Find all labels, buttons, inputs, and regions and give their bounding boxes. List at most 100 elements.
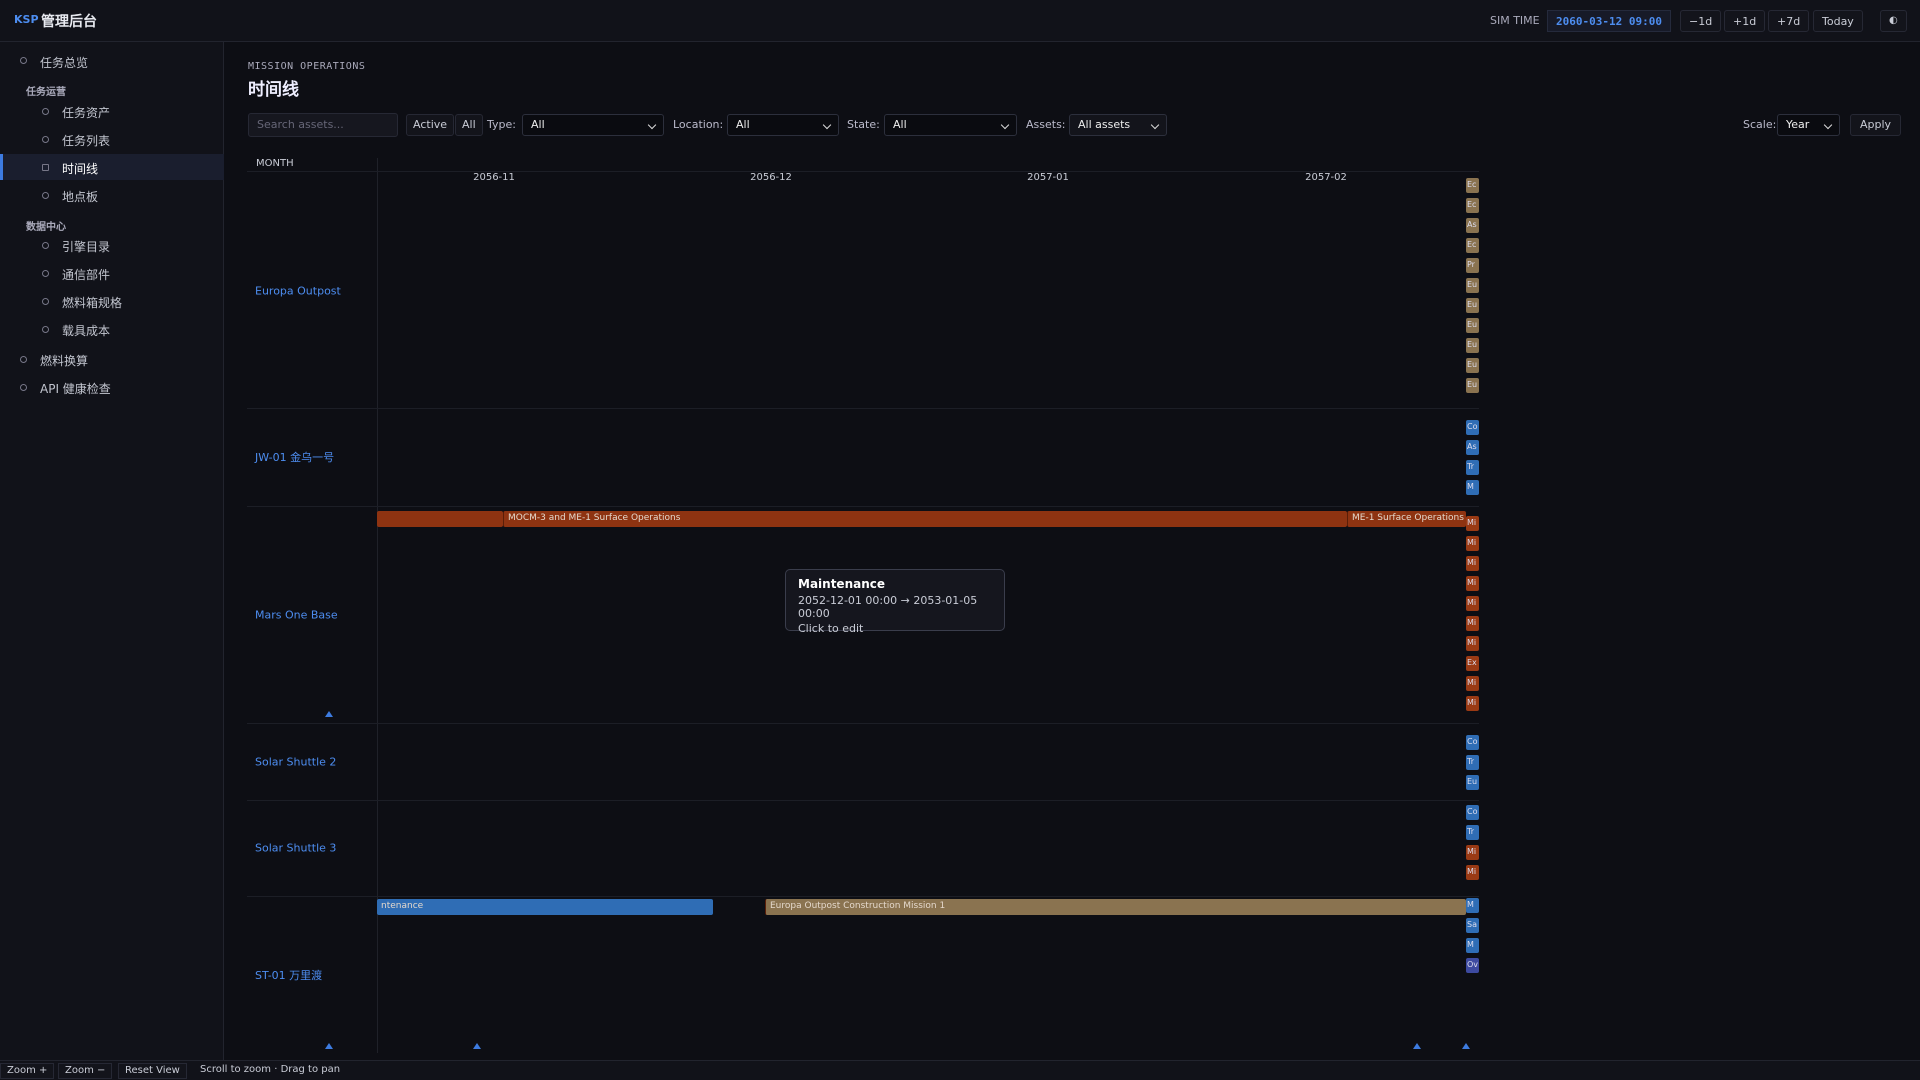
event-chip[interactable]: Eu: [1466, 378, 1479, 393]
event-chip[interactable]: Mi: [1466, 696, 1479, 711]
filter-label: State:: [847, 118, 880, 131]
timeline-bar[interactable]: ntenance: [377, 899, 713, 915]
button[interactable]: +7d: [1768, 10, 1810, 32]
nav-item-active[interactable]: 时间线: [62, 162, 99, 176]
nav-item[interactable]: 载具成本: [62, 324, 111, 338]
marker: [325, 1043, 333, 1049]
row-label[interactable]: Solar Shuttle 2: [255, 755, 337, 768]
event-chip[interactable]: Ec: [1466, 198, 1479, 213]
event-chip[interactable]: M: [1466, 938, 1479, 953]
tooltip-range: 2052-12-01 00:00 → 2053-01-05 00:00: [798, 594, 978, 620]
event-chip[interactable]: Mi: [1466, 596, 1479, 611]
row-divider: [247, 800, 1479, 801]
event-chip[interactable]: Mi: [1466, 616, 1479, 631]
nav-item[interactable]: 地点板: [62, 190, 99, 204]
nav-item[interactable]: 任务总览: [40, 56, 89, 70]
button[interactable]: Reset View: [118, 1063, 187, 1079]
button[interactable]: −1d: [1680, 10, 1722, 32]
nav-item[interactable]: 燃料箱规格: [62, 296, 123, 310]
event-chip[interactable]: Ex: [1466, 656, 1479, 671]
hint: Scroll to zoom · Drag to pan: [200, 1064, 341, 1075]
row-label[interactable]: ST-01 万里渡: [255, 968, 323, 982]
event-chip[interactable]: Eu: [1466, 278, 1479, 293]
month-label: 2057-01: [1027, 172, 1069, 183]
row-divider: [247, 408, 1479, 409]
app-title: 管理后台: [41, 14, 97, 30]
event-chip[interactable]: Mi: [1466, 556, 1479, 571]
timeline-bar[interactable]: ME-1 Surface Operations: [1347, 511, 1466, 527]
event-chip[interactable]: As: [1466, 440, 1479, 455]
nav-item[interactable]: 引擎目录: [62, 240, 111, 254]
event-chip[interactable]: Eu: [1466, 358, 1479, 373]
event-chip[interactable]: Mi: [1466, 845, 1479, 860]
location-select[interactable]: All: [727, 114, 839, 136]
event-chip[interactable]: Ov: [1466, 958, 1479, 973]
nav-section[interactable]: 任务运营: [26, 87, 66, 98]
nav-section[interactable]: 数据中心: [26, 222, 66, 233]
event-chip[interactable]: Eu: [1466, 775, 1479, 790]
timeline-bar[interactable]: MOCM-3 and ME-1 Surface Operations: [503, 511, 1347, 527]
event-chip[interactable]: Ec: [1466, 178, 1479, 193]
button[interactable]: +1d: [1724, 10, 1766, 32]
event-chip[interactable]: Eu: [1466, 338, 1479, 353]
state-select[interactable]: All: [884, 114, 1017, 136]
theme-toggle[interactable]: ◐: [1880, 10, 1907, 32]
event-chip[interactable]: As: [1466, 218, 1479, 233]
search-input[interactable]: Search assets...: [248, 113, 398, 137]
event-chip[interactable]: Eu: [1466, 318, 1479, 333]
nav-item[interactable]: 通信部件: [62, 268, 111, 282]
event-chip[interactable]: Mi: [1466, 865, 1479, 880]
scale-select[interactable]: Year: [1777, 114, 1840, 136]
month-label: 2056-11: [473, 172, 515, 183]
row-label[interactable]: Mars One Base: [255, 608, 338, 621]
assets-select[interactable]: All assets: [1069, 114, 1167, 136]
icon: [20, 384, 27, 391]
nav-item[interactable]: 任务资产: [62, 106, 111, 120]
event-chip[interactable]: Tr: [1466, 460, 1479, 475]
filter-label: Type:: [487, 118, 516, 131]
event-chip[interactable]: M: [1466, 480, 1479, 495]
filter-label: Assets:: [1026, 118, 1066, 131]
event-chip[interactable]: Mi: [1466, 676, 1479, 691]
event-chip[interactable]: Sa: [1466, 918, 1479, 933]
month-label: 2057-02: [1305, 172, 1347, 183]
button[interactable]: Today: [1813, 10, 1863, 32]
event-chip[interactable]: Mi: [1466, 516, 1479, 531]
type-select[interactable]: All: [522, 114, 664, 136]
row-label[interactable]: Europa Outpost: [255, 284, 341, 297]
event-chip[interactable]: M: [1466, 898, 1479, 913]
icon: [42, 136, 49, 143]
sidebar: 任务总览 任务运营 任务资产 任务列表 时间线 地点板 数据中心 引擎目录 通信…: [0, 42, 224, 1060]
row-label[interactable]: JW-01 金乌一号: [255, 451, 335, 464]
event-chip[interactable]: Co: [1466, 805, 1479, 820]
event-chip[interactable]: Mi: [1466, 576, 1479, 591]
event-chip[interactable]: Tr: [1466, 755, 1479, 770]
event-chip[interactable]: Ec: [1466, 238, 1479, 253]
event-chip[interactable]: Co: [1466, 735, 1479, 750]
toggle-button[interactable]: Active: [406, 114, 455, 136]
button[interactable]: Zoom +: [0, 1063, 55, 1079]
event-chip[interactable]: Mi: [1466, 536, 1479, 551]
nav-item[interactable]: 任务列表: [62, 134, 111, 148]
icon: [42, 270, 49, 277]
timeline-bar[interactable]: [377, 511, 503, 527]
event-chip[interactable]: Eu: [1466, 298, 1479, 313]
event-chip[interactable]: Pr: [1466, 258, 1479, 273]
timeline-bar[interactable]: Europa Outpost Construction Mission 1: [765, 899, 1466, 915]
toggle-button[interactable]: All: [455, 114, 483, 136]
row-label[interactable]: Solar Shuttle 3: [255, 841, 337, 855]
sim-time-label: SIM TIME: [1490, 14, 1540, 27]
filter-label: Location:: [673, 118, 724, 131]
page-title: 时间线: [248, 80, 299, 100]
nav-item[interactable]: API 健康检查: [40, 382, 111, 396]
event-chip[interactable]: Mi: [1466, 636, 1479, 651]
nav-item[interactable]: 燃料换算: [40, 354, 89, 368]
icon: [42, 298, 49, 305]
button[interactable]: Zoom −: [58, 1063, 113, 1079]
event-chip[interactable]: Co: [1466, 420, 1479, 435]
apply-button[interactable]: Apply: [1850, 114, 1902, 136]
tooltip-hint: Click to edit: [798, 622, 864, 635]
event-chip[interactable]: Tr: [1466, 825, 1479, 840]
tooltip-title: Maintenance: [798, 577, 886, 591]
